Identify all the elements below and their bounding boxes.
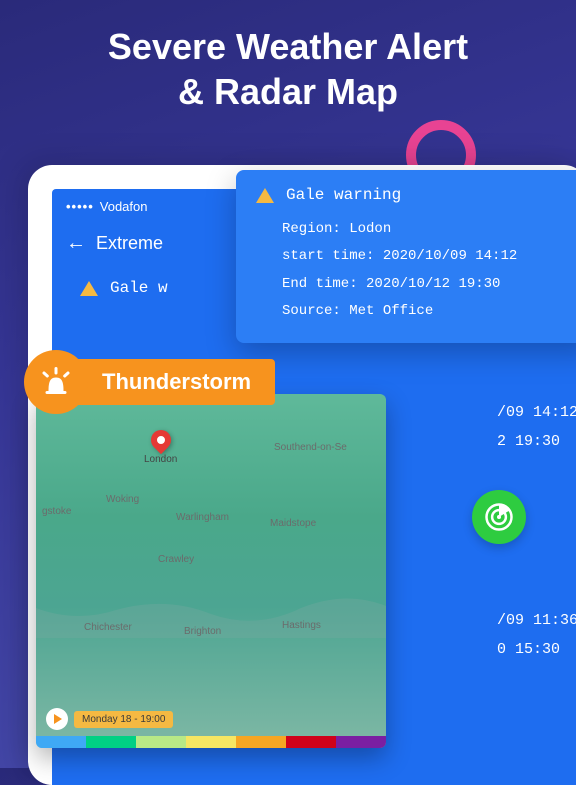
pin-icon — [147, 426, 175, 454]
warning-icon — [256, 188, 274, 203]
popup-start: start time: 2020/10/09 14:12 — [282, 243, 576, 270]
map-city-label: Southend-on-Se — [274, 442, 347, 453]
popup-title-row: Gale warning — [256, 186, 576, 204]
popup-region: Region: Lodon — [282, 216, 576, 243]
hero-line2: & Radar Map — [0, 69, 576, 114]
map-city-label: gstoke — [42, 506, 71, 517]
map-city-label: Warlingham — [176, 512, 229, 523]
thunderstorm-banner: Thunderstorm — [24, 350, 275, 414]
page-title: Extreme — [96, 233, 163, 254]
radar-icon — [484, 502, 514, 532]
scale-segment — [286, 736, 336, 748]
thunderstorm-label: Thunderstorm — [66, 359, 275, 405]
map-city-label: Hastings — [282, 620, 321, 631]
scale-segment — [336, 736, 386, 748]
popup-body: Region: Lodon start time: 2020/10/09 14:… — [256, 216, 576, 325]
map-pin-label: London — [144, 454, 177, 465]
radar-map[interactable]: London Southend-on-Se Woking gstoke Warling… — [36, 394, 386, 748]
play-icon — [54, 714, 62, 724]
radar-button[interactable] — [472, 490, 526, 544]
scale-segment — [136, 736, 186, 748]
timeline-chip: Monday 18 - 19:00 — [74, 711, 173, 728]
map-city-label: Crawley — [158, 554, 194, 565]
map-timeline[interactable]: Monday 18 - 19:00 — [46, 708, 376, 730]
popup-end: End time: 2020/10/12 19:30 — [282, 271, 576, 298]
color-scale — [36, 736, 386, 748]
carrier-label: Vodafon — [100, 199, 148, 214]
alert-title: Gale w — [110, 279, 168, 297]
popup-title: Gale warning — [286, 186, 401, 204]
hero-title: Severe Weather Alert & Radar Map — [0, 0, 576, 114]
timeline-track[interactable] — [179, 719, 376, 720]
map-city-label: Chichester — [84, 622, 132, 633]
clipped-detail-1: /09 14:12 2 19:30 — [497, 399, 576, 456]
clipped-detail-2: /09 11:36 0 15:30 — [497, 607, 576, 664]
scale-segment — [236, 736, 286, 748]
map-city-label: Woking — [106, 494, 139, 505]
popup-source: Source: Met Office — [282, 298, 576, 325]
play-button[interactable] — [46, 708, 68, 730]
scale-segment — [36, 736, 86, 748]
warning-icon — [80, 281, 98, 296]
map-pin-london[interactable] — [151, 430, 171, 450]
hero-line1: Severe Weather Alert — [0, 24, 576, 69]
back-button[interactable]: ← — [66, 232, 86, 255]
map-city-label: Brighton — [184, 626, 221, 637]
scale-segment — [86, 736, 136, 748]
signal-dots: ••••• — [66, 199, 94, 214]
scale-segment — [186, 736, 236, 748]
alert-popup: Gale warning Region: Lodon start time: 2… — [236, 170, 576, 343]
map-city-label: Maidstope — [270, 518, 316, 529]
alert-siren-icon — [24, 350, 88, 414]
